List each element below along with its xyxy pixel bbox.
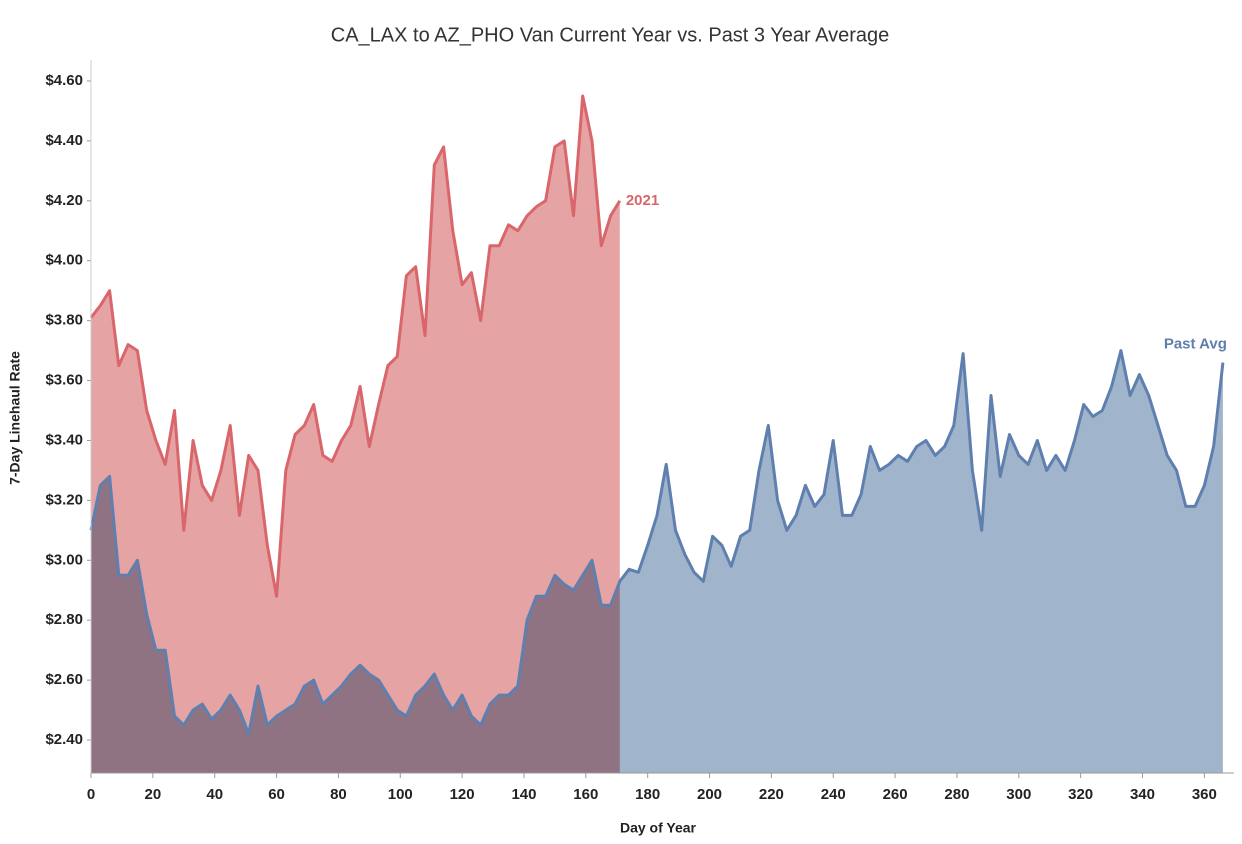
y-tick-label: $3.40 <box>45 431 83 448</box>
y-tick-label: $4.60 <box>45 72 83 89</box>
y-tick-label: $3.60 <box>45 372 83 389</box>
y-tick-label: $3.20 <box>45 491 83 508</box>
x-tick-label: 280 <box>944 786 969 803</box>
x-axis-title: Day of Year <box>620 820 697 836</box>
line <box>89 349 1225 736</box>
x-tick-label: 260 <box>883 786 908 803</box>
y-tick-label: $2.80 <box>45 611 83 628</box>
y-tick-label: $2.60 <box>45 671 83 688</box>
area <box>91 350 1223 773</box>
y-tick-label: $4.20 <box>45 192 83 209</box>
y-tick-label: $4.00 <box>45 252 83 269</box>
chart-title: CA_LAX to AZ_PHO Van Current Year vs. Pa… <box>331 24 890 46</box>
x-tick-label: 200 <box>697 786 722 803</box>
x-tick-label: 360 <box>1192 786 1217 803</box>
x-tick-label: 240 <box>821 786 846 803</box>
x-tick-label: 160 <box>573 786 598 803</box>
y-tick-label: $3.80 <box>45 312 83 329</box>
x-tick-label: 320 <box>1068 786 1093 803</box>
x-tick-label: 340 <box>1130 786 1155 803</box>
x-tick-label: 140 <box>511 786 536 803</box>
y-tick-label: $3.00 <box>45 551 83 568</box>
x-tick-label: 80 <box>330 786 347 803</box>
x-tick-label: 0 <box>87 786 95 803</box>
y-tick-label: $2.40 <box>45 731 83 748</box>
x-tick-label: 100 <box>388 786 413 803</box>
x-tick-label: 180 <box>635 786 660 803</box>
x-tick-label: 220 <box>759 786 784 803</box>
line <box>89 94 622 598</box>
x-tick-label: 120 <box>450 786 475 803</box>
x-tick-label: 60 <box>268 786 285 803</box>
x-tick-label: 300 <box>1006 786 1031 803</box>
series-label: 2021 <box>626 192 659 209</box>
y-tick-label: $4.40 <box>45 132 83 149</box>
y-axis-title: 7-Day Linehaul Rate <box>7 351 23 485</box>
x-tick-label: 40 <box>206 786 223 803</box>
series-label: Past Avg <box>1164 336 1227 353</box>
x-tick-label: 20 <box>145 786 162 803</box>
